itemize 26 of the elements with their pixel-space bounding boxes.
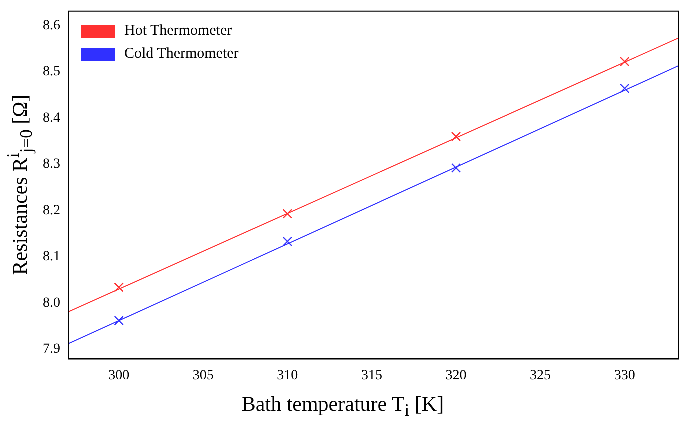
point (620, 56, 630, 67)
legend-label: Cold Thermometer (124, 46, 239, 64)
x-tick-label: 315 (361, 368, 382, 384)
y-tick-label: 8.1 (43, 250, 60, 265)
point (620, 84, 630, 94)
point (282, 209, 293, 219)
y-tick-label: 8.5 (43, 64, 60, 80)
y-tick-label: 8.3 (43, 157, 60, 172)
point (114, 316, 124, 326)
x-tick-label: 300 (108, 368, 130, 384)
x-tick-label: 305 (192, 368, 214, 384)
y-tick-label: 8.2 (43, 203, 60, 218)
y-tick-label: 8.6 (43, 18, 60, 34)
point (451, 132, 462, 142)
legend-label: Hot Thermometer (124, 23, 232, 40)
point (114, 282, 124, 292)
point (282, 236, 293, 247)
y-tick-label: 8.0 (43, 296, 60, 311)
y-tick-label: 8.4 (43, 110, 60, 126)
x-tick-label: 325 (530, 368, 552, 384)
x-tick-label: 330 (614, 368, 636, 384)
x-axis-title: Bath temperature T$_{i}$ [K] (240, 392, 446, 422)
x-tick-label: 310 (277, 368, 298, 384)
y-tick-label: 7.9 (43, 342, 60, 358)
x-tick-label: 320 (446, 368, 467, 384)
point (451, 163, 462, 174)
